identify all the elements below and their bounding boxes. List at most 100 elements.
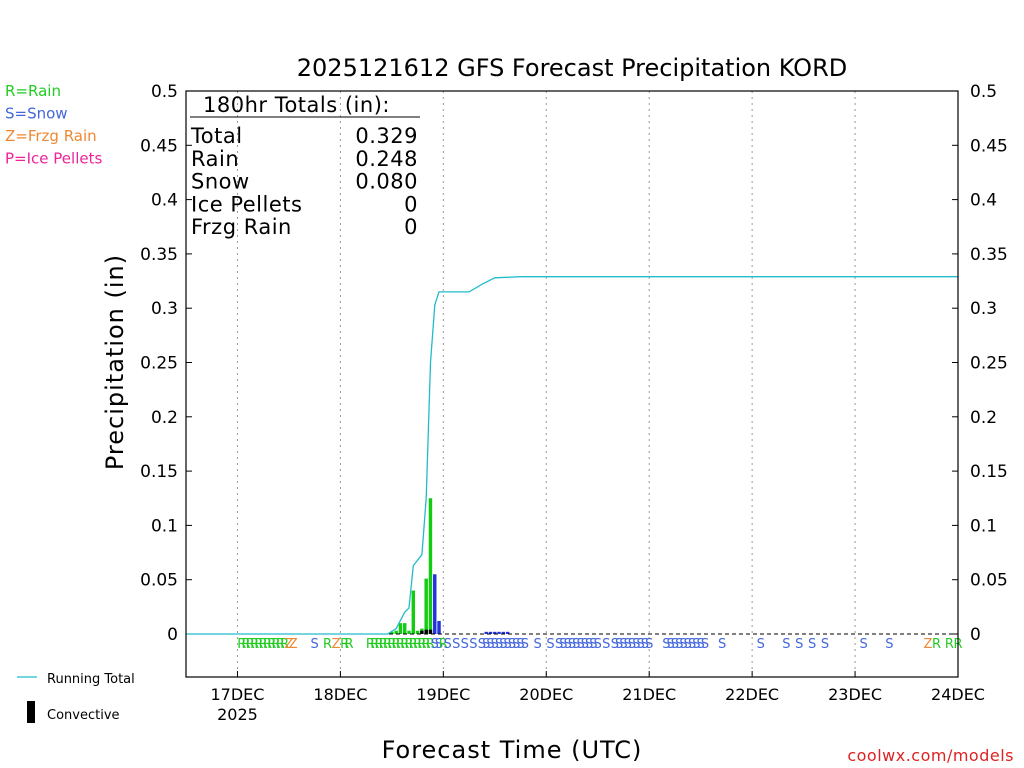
y-tick-label-left: 0.15 (140, 462, 178, 482)
y-tick-label-right: 0.15 (970, 462, 1008, 482)
totals-label: Ice Pellets (191, 192, 302, 216)
marker-R: R (237, 637, 246, 652)
legend-running-total-label: Running Total (47, 672, 135, 687)
type-legend-entry: P=Ice Pellets (5, 150, 102, 168)
precip-bar-snow (437, 620, 441, 634)
chart-title: 2025121612 GFS Forecast Precipitation KO… (297, 54, 847, 82)
totals-value: 0 (404, 192, 418, 216)
x-tick-label: 20DEC (519, 685, 573, 704)
marker-S: S (581, 637, 589, 652)
marker-R: R (396, 637, 405, 652)
x-tick-label: 21DEC (622, 685, 676, 704)
precip-bar-rain (415, 630, 420, 634)
credit-text: coolwx.com/models (847, 746, 1014, 765)
marker-S: S (679, 637, 687, 652)
marker-S: S (782, 637, 790, 652)
y-tick-label-left: 0.1 (151, 516, 178, 536)
marker-R: R (379, 637, 388, 652)
precip-bar-rain (403, 623, 407, 634)
marker-R: R (280, 637, 289, 652)
marker-R: R (344, 637, 353, 652)
marker-S: S (534, 637, 542, 652)
precip-bar-rain (411, 590, 416, 634)
totals-value: 0 (404, 215, 418, 239)
totals-value: 0.248 (355, 147, 418, 171)
marker-S: S (757, 637, 765, 652)
precip-bar-rain (428, 498, 433, 634)
marker-S: S (461, 637, 469, 652)
marker-S: S (645, 637, 653, 652)
marker-R: R (374, 637, 383, 652)
marker-S: S (885, 637, 893, 652)
marker-R: R (366, 637, 375, 652)
marker-S: S (311, 637, 319, 652)
y-tick-label-right: 0.5 (970, 82, 997, 102)
running-total-line (186, 276, 958, 635)
totals-label: Snow (191, 170, 250, 194)
marker-S: S (508, 637, 516, 652)
marker-R: R (932, 637, 941, 652)
marker-S: S (452, 637, 460, 652)
marker-R: R (263, 637, 272, 652)
legend-convective-label: Convective (47, 708, 120, 723)
y-axis-title: Precipitation (in) (101, 254, 129, 470)
y-tick-label-left: 0.2 (151, 408, 178, 428)
x-tick-label: 24DEC (931, 685, 985, 704)
precip-bar-snow (493, 631, 497, 634)
convective-bar (420, 630, 424, 634)
marker-R: R (426, 637, 435, 652)
precip-bar-snow (505, 631, 510, 634)
marker-R: R (323, 637, 332, 652)
marker-S: S (636, 637, 644, 652)
marker-S: S (559, 637, 567, 652)
y-tick-label-right: 0.1 (970, 516, 997, 536)
convective-bars (420, 629, 433, 634)
precip-bar-snow (433, 574, 437, 634)
marker-R: R (404, 637, 413, 652)
marker-S: S (641, 637, 649, 652)
gridlines (236, 91, 856, 677)
type-legend-entry: S=Snow (5, 105, 68, 123)
precip-bar-rain (398, 623, 403, 634)
marker-S: S (572, 637, 580, 652)
marker-S: S (619, 637, 627, 652)
marker-S: S (564, 637, 572, 652)
x-tick-label: 17DEC (210, 685, 264, 704)
type-legend-entry: Z=Frzg Rain (5, 127, 97, 145)
y-axes: 0 00.05 0.050.1 0.10.15 0.150.2 0.20.25 0.250.… (140, 82, 1008, 645)
legend-convective-swatch (27, 701, 35, 723)
y-tick-label-left: 0.35 (140, 245, 178, 265)
marker-S: S (808, 637, 816, 652)
type-legend-entry: R=Rain (5, 82, 61, 100)
x-tick-sublabel: 2025 (217, 705, 258, 724)
marker-S: S (546, 637, 554, 652)
totals-value: 0.329 (355, 124, 418, 148)
marker-S: S (512, 637, 520, 652)
marker-S: S (482, 637, 490, 652)
y-tick-label-left: 0.45 (140, 136, 178, 156)
x-tick-label: 23DEC (828, 685, 882, 704)
marker-S: S (495, 637, 503, 652)
marker-Z: Z (284, 637, 293, 652)
marker-S: S (443, 637, 451, 652)
marker-S: S (795, 637, 803, 652)
marker-S: S (821, 637, 829, 652)
precip-bar-snow (484, 631, 488, 634)
marker-R: R (340, 637, 349, 652)
marker-S: S (504, 637, 512, 652)
marker-R: R (250, 637, 259, 652)
marker-S: S (718, 637, 726, 652)
marker-S: S (684, 637, 692, 652)
y-tick-label-left: 0 (167, 625, 178, 645)
y-tick-label-right: 0.05 (970, 571, 1008, 591)
precip-bar-snow (497, 631, 501, 634)
x-tick-label: 19DEC (416, 685, 470, 704)
y-tick-label-left: 0.05 (140, 571, 178, 591)
marker-S: S (688, 637, 696, 652)
marker-Z: Z (924, 637, 933, 652)
marker-S: S (585, 637, 593, 652)
marker-R: R (439, 637, 448, 652)
marker-S: S (499, 637, 507, 652)
marker-R: R (272, 637, 281, 652)
